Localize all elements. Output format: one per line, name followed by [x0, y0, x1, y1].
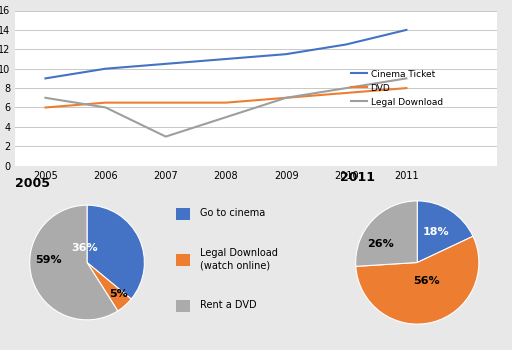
Cinema Ticket [223, 57, 229, 61]
Cinema Ticket [403, 28, 410, 32]
Line: DVD: DVD [46, 88, 407, 107]
Wedge shape [30, 205, 118, 320]
Legal Download [163, 134, 169, 139]
Legal Download [102, 105, 109, 110]
Cinema Ticket [163, 62, 169, 66]
Text: 2011: 2011 [340, 172, 375, 184]
DVD [102, 100, 109, 105]
Wedge shape [87, 262, 131, 311]
DVD [223, 100, 229, 105]
Text: 2005: 2005 [15, 177, 50, 190]
Wedge shape [356, 236, 479, 324]
Text: 26%: 26% [367, 239, 394, 249]
Bar [176, 254, 190, 266]
Legal Download [42, 96, 49, 100]
Bar [176, 300, 190, 312]
DVD [283, 96, 289, 100]
Line: Legal Download: Legal Download [46, 78, 407, 136]
Text: 56%: 56% [413, 276, 440, 286]
Legal Download [223, 115, 229, 119]
Cinema Ticket [42, 76, 49, 80]
Text: 36%: 36% [71, 243, 97, 253]
Legal Download [343, 86, 349, 90]
Wedge shape [87, 205, 144, 299]
Legal Download [403, 76, 410, 80]
Cinema Ticket [343, 42, 349, 47]
Cinema Ticket [283, 52, 289, 56]
DVD [343, 91, 349, 95]
DVD [163, 100, 169, 105]
Cinema Ticket [102, 66, 109, 71]
Wedge shape [417, 201, 473, 262]
DVD [403, 86, 410, 90]
Text: 59%: 59% [35, 255, 61, 265]
Legend: Cinema Ticket, DVD, Legal Download: Cinema Ticket, DVD, Legal Download [347, 66, 446, 110]
Text: Go to cinema: Go to cinema [201, 208, 266, 218]
Bar [176, 208, 190, 220]
Text: Legal Download
(watch online): Legal Download (watch online) [201, 248, 279, 270]
Text: 5%: 5% [109, 289, 128, 299]
DVD [42, 105, 49, 110]
Legal Download [283, 96, 289, 100]
Text: 18%: 18% [422, 227, 449, 237]
Line: Cinema Ticket: Cinema Ticket [46, 30, 407, 78]
Wedge shape [356, 201, 417, 266]
Text: Rent a DVD: Rent a DVD [201, 300, 257, 310]
